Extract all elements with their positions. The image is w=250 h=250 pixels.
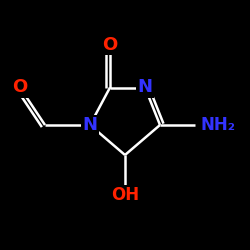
Text: O: O — [12, 78, 28, 96]
Text: O: O — [102, 36, 118, 54]
Text: OH: OH — [111, 186, 139, 204]
Text: NH₂: NH₂ — [200, 116, 235, 134]
Text: N: N — [138, 78, 152, 96]
Text: N: N — [82, 116, 98, 134]
